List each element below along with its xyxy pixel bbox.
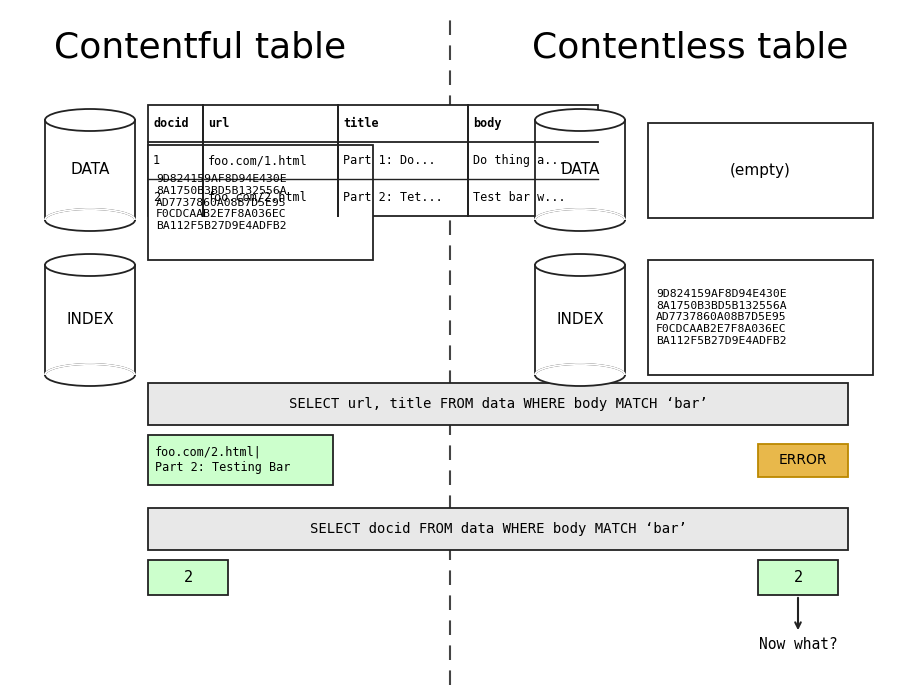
- Text: (empty): (empty): [730, 163, 791, 178]
- Text: Do thing a...: Do thing a...: [473, 154, 565, 167]
- Text: INDEX: INDEX: [556, 313, 604, 327]
- Text: Part 2: Tet...: Part 2: Tet...: [343, 191, 443, 204]
- Bar: [148, 105, 598, 216]
- Text: title: title: [343, 117, 379, 130]
- Text: foo.com/2.html: foo.com/2.html: [208, 191, 308, 204]
- Ellipse shape: [535, 109, 625, 131]
- Text: Contentful table: Contentful table: [54, 30, 346, 64]
- Text: Contentless table: Contentless table: [532, 30, 848, 64]
- Text: Part 1: Do...: Part 1: Do...: [343, 154, 436, 167]
- Bar: [535, 120, 625, 220]
- Ellipse shape: [535, 364, 625, 386]
- Bar: [648, 260, 873, 375]
- Ellipse shape: [45, 209, 135, 231]
- Bar: [148, 508, 848, 550]
- Ellipse shape: [535, 209, 625, 231]
- Ellipse shape: [45, 109, 135, 131]
- Ellipse shape: [45, 254, 135, 276]
- Text: Now what?: Now what?: [759, 637, 837, 652]
- Bar: [535, 265, 625, 375]
- Text: 1: 1: [153, 154, 160, 167]
- Text: docid: docid: [153, 117, 189, 130]
- Text: DATA: DATA: [561, 163, 599, 177]
- Text: DATA: DATA: [70, 163, 110, 177]
- Text: foo.com/1.html: foo.com/1.html: [208, 154, 308, 167]
- Text: 9D824159AF8D94E430E
8A1750B3BD5B132556A
AD7737860A08B7D5E95
F0CDCAAB2E7F8A036EC
: 9D824159AF8D94E430E 8A1750B3BD5B132556A …: [156, 174, 286, 231]
- Text: 2: 2: [794, 570, 803, 585]
- Text: Test bar w...: Test bar w...: [473, 191, 565, 204]
- Text: ERROR: ERROR: [778, 454, 827, 468]
- Text: foo.com/2.html|
Part 2: Testing Bar: foo.com/2.html| Part 2: Testing Bar: [155, 446, 291, 474]
- Text: 2: 2: [153, 191, 160, 204]
- Text: INDEX: INDEX: [66, 313, 114, 327]
- Bar: [148, 560, 228, 595]
- Text: 2: 2: [184, 570, 193, 585]
- Bar: [148, 435, 333, 485]
- Bar: [758, 444, 848, 477]
- Bar: [45, 265, 135, 375]
- Bar: [648, 123, 873, 218]
- Bar: [758, 560, 838, 595]
- Bar: [148, 145, 373, 260]
- Ellipse shape: [535, 254, 625, 276]
- Bar: [148, 383, 848, 425]
- Ellipse shape: [45, 364, 135, 386]
- Text: url: url: [208, 117, 230, 130]
- Text: 9D824159AF8D94E430E
8A1750B3BD5B132556A
AD7737860A08B7D5E95
F0CDCAAB2E7F8A036EC
: 9D824159AF8D94E430E 8A1750B3BD5B132556A …: [656, 289, 787, 345]
- Text: SELECT docid FROM data WHERE body MATCH ‘bar’: SELECT docid FROM data WHERE body MATCH …: [310, 522, 687, 536]
- Text: SELECT url, title FROM data WHERE body MATCH ‘bar’: SELECT url, title FROM data WHERE body M…: [289, 397, 707, 411]
- Bar: [45, 120, 135, 220]
- Text: body: body: [473, 117, 501, 130]
